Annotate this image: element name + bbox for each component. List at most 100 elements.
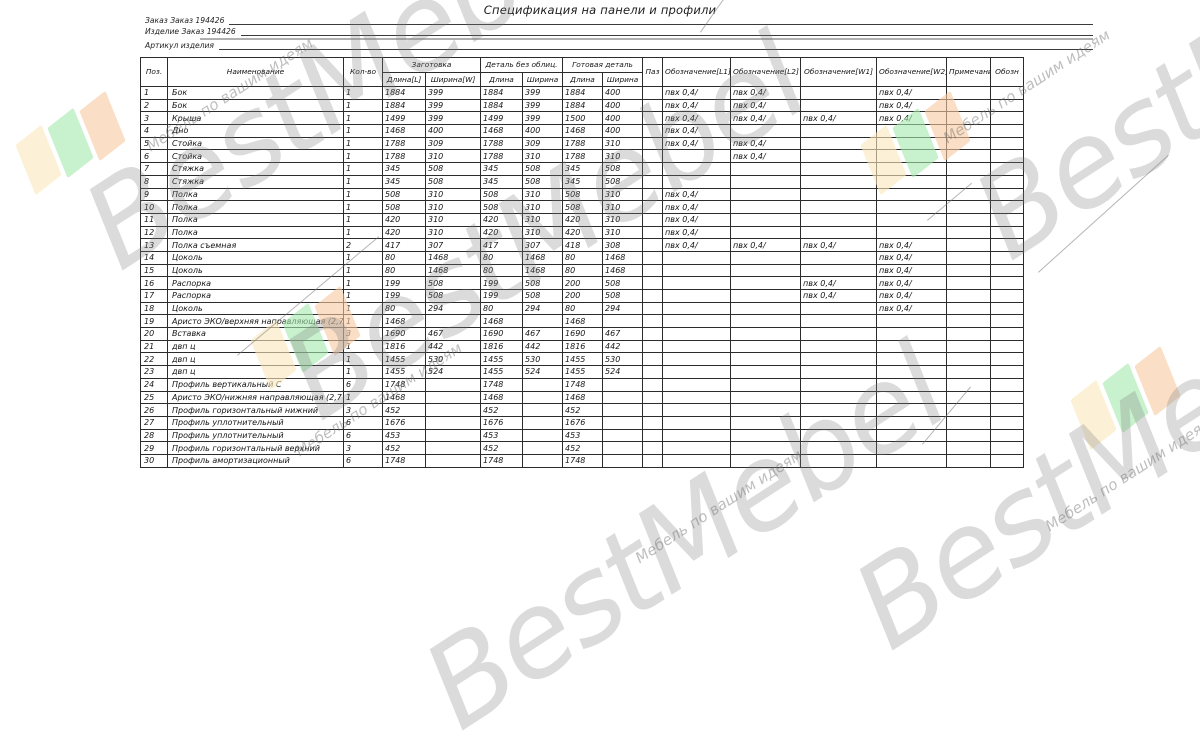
cell-zl: 80 — [382, 301, 426, 316]
cell-l1: пвх 0,4/ — [662, 124, 732, 138]
table-row: 9 Полка 1 508 310 508 310 508 310 пвх 0,4/ — [140, 187, 1025, 202]
cell-name: Полка съемная — [167, 238, 344, 252]
cell-w2 — [876, 352, 948, 367]
cell-paz — [642, 111, 664, 126]
cell-l1 — [662, 403, 732, 417]
cell-gl: 1468 — [562, 390, 604, 405]
cell-zw — [424, 415, 482, 430]
cell-gl: 200 — [562, 276, 604, 290]
spec-table-body: 1 Бок 1 1884 399 1884 399 1884 400 пвх 0,4/пвх 0,… — [140, 86, 1025, 468]
cell-qty: 1 — [343, 301, 383, 316]
cell-w2 — [876, 327, 948, 341]
table-row: 29 Профиль горизонтальный верхний 3 452 452 4… — [140, 441, 1025, 455]
cell-note — [946, 111, 992, 126]
cell-gl: 1676 — [562, 415, 604, 430]
cell-paz — [642, 403, 664, 417]
cell-w1 — [800, 327, 878, 341]
table-row: 12 Полка 1 420 310 420 310 420 310 пвх 0,4/ — [140, 225, 1025, 240]
cell-l1 — [662, 250, 732, 265]
table-row: 17 Распорка 1 199 508 199 508 200 508 пвх 0,4/пвх… — [140, 289, 1025, 303]
table-row: 22 двп ц 1 1455 530 1455 530 1455 530 — [140, 352, 1025, 367]
cell-l2 — [730, 390, 802, 405]
cell-note — [946, 314, 992, 329]
table-row: 6 Стойка 1 1788 310 1788 310 1788 310 пвх 0,4/ — [140, 149, 1025, 164]
cell-qty: 1 — [343, 263, 383, 278]
cell-qty: 1 — [343, 187, 383, 202]
cell-dl: 80 — [480, 263, 524, 278]
cell-name: Аристо ЭКО/нижняя направляющая (2,7 м) — [167, 390, 344, 405]
cell-zw: 508 — [424, 276, 482, 290]
table-row: 23 двп ц 1 1455 524 1455 524 1455 524 — [140, 365, 1025, 379]
cell-zw: 400 — [424, 124, 482, 138]
spec-table-header: Поз. Наименование Кол-во Заготовка Детал… — [140, 57, 1025, 87]
cell-paz — [642, 238, 664, 252]
cell-zl: 80 — [382, 250, 426, 265]
cell-zl: 417 — [382, 238, 426, 252]
cell-dl: 420 — [480, 225, 524, 240]
cell-gw: 294 — [602, 301, 644, 316]
cell-gl: 1748 — [562, 377, 604, 392]
cell-zl: 1499 — [382, 111, 426, 126]
cell-dw: 1468 — [522, 263, 564, 278]
table-row: 8 Стяжка 1 345 508 345 508 345 508 — [140, 174, 1025, 189]
cell-dl: 199 — [480, 276, 524, 290]
cell-dw — [522, 415, 564, 430]
cell-qty: 1 — [343, 200, 383, 214]
cell-l1 — [662, 162, 732, 176]
cell-qty: 6 — [343, 428, 383, 443]
cell-zl: 452 — [382, 403, 426, 417]
cell-qty: 1 — [343, 250, 383, 265]
cell-paz — [642, 86, 664, 100]
cell-qty: 6 — [343, 453, 383, 468]
cell-zl: 1455 — [382, 352, 426, 367]
cell-paz — [642, 453, 664, 468]
col-header-part-wid: Ширина — [522, 72, 564, 87]
cell-zl: 1455 — [382, 365, 426, 379]
cell-w2 — [876, 200, 948, 214]
cell-note — [946, 238, 992, 252]
cell-zl: 1468 — [382, 124, 426, 138]
cell-gw: 400 — [602, 98, 644, 113]
cell-l2 — [730, 200, 802, 214]
table-row: 25 Аристо ЭКО/нижняя направляющая (2,7 м)… — [140, 390, 1025, 405]
cell-zw — [424, 377, 482, 392]
cell-l2 — [730, 453, 802, 468]
cell-l2 — [730, 276, 802, 290]
cell-l2 — [730, 441, 802, 455]
table-row: 10 Полка 1 508 310 508 310 508 310 пвх 0,4/ — [140, 200, 1025, 214]
cell-dw — [522, 453, 564, 468]
cell-qty: 1 — [343, 365, 383, 379]
cell-note — [946, 390, 992, 405]
article-label: Артикул изделия — [145, 41, 214, 50]
cell-w1 — [800, 428, 878, 443]
table-row: 3 Крыша 1 1499 399 1499 399 1500 400 пвх 0,4/пвх … — [140, 111, 1025, 126]
cell-paz — [642, 377, 664, 392]
cell-gw — [602, 390, 644, 405]
cell-note — [946, 327, 992, 341]
cell-paz — [642, 289, 664, 303]
cell-note — [946, 250, 992, 265]
cell-dl: 80 — [480, 250, 524, 265]
cell-w2 — [876, 162, 948, 176]
cell-l2 — [730, 428, 802, 443]
cell-pos: 3 — [140, 111, 168, 126]
cell-name: Полка — [167, 212, 344, 227]
cell-w2 — [876, 377, 948, 392]
cell-w2: пвх 0,4/ — [876, 263, 948, 278]
cell-paz — [642, 339, 664, 354]
cell-gl: 80 — [562, 250, 604, 265]
cell-note — [946, 403, 992, 417]
cell-zw: 1468 — [424, 250, 482, 265]
cell-note — [946, 365, 992, 379]
cell-w2 — [876, 225, 948, 240]
cell-dw: 307 — [522, 238, 564, 252]
cell-dw — [522, 377, 564, 392]
cell-paz — [642, 124, 664, 138]
cell-paz — [642, 136, 664, 151]
cell-gl: 80 — [562, 263, 604, 278]
cell-pos: 25 — [140, 390, 168, 405]
cell-pos: 5 — [140, 136, 168, 151]
cell-w2: пвх 0,4/ — [876, 289, 948, 303]
cell-dw: 508 — [522, 162, 564, 176]
cell-note — [946, 289, 992, 303]
